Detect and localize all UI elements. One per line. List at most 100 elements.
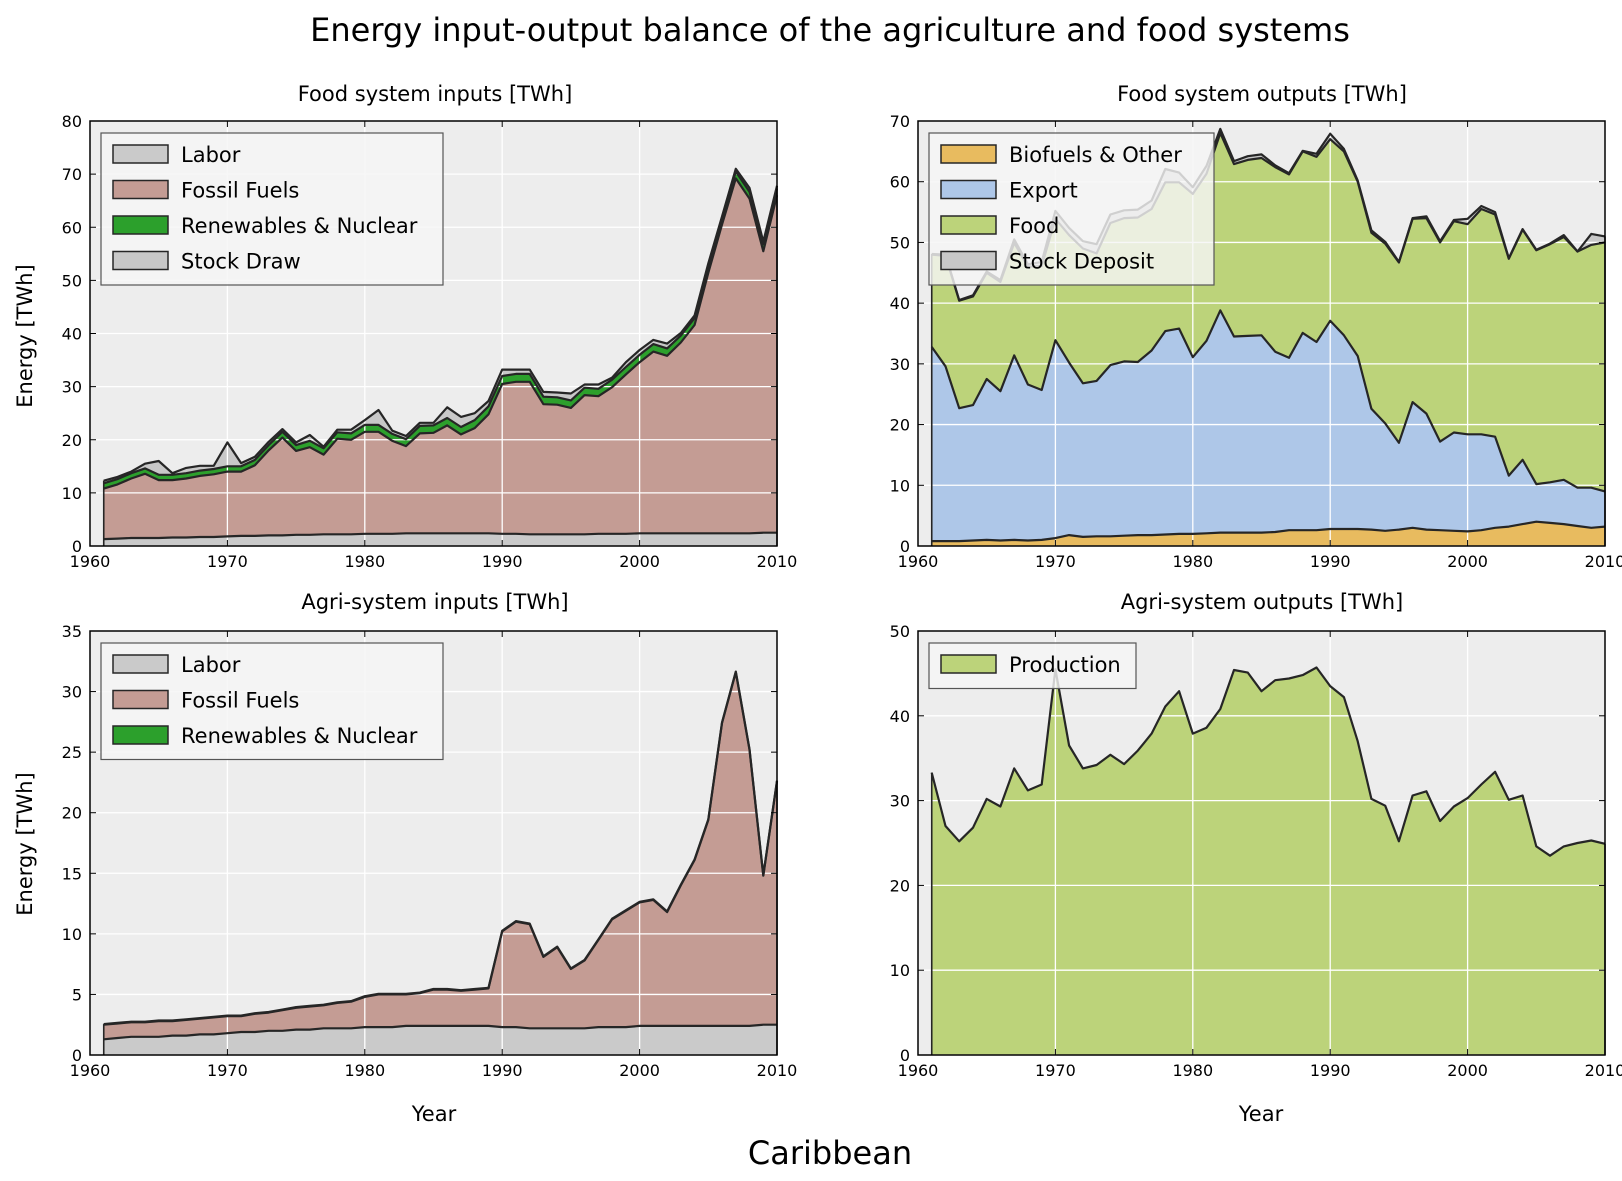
axes-frame	[917, 120, 1606, 547]
y-tick-label: 80	[62, 112, 82, 131]
y-tick-label: 40	[890, 294, 910, 313]
legend-swatch-stock-draw	[112, 250, 169, 271]
x-tick-label: 2010	[1585, 1061, 1622, 1080]
x-axis-label: Year	[1238, 1102, 1284, 1126]
area-fossil-fuels	[103, 672, 777, 1040]
y-tick-label: 50	[890, 622, 910, 641]
legend-swatch-labor	[112, 654, 169, 674]
panel-food-system-inputs: Food system inputs [TWh] Energy [TWh] 19…	[13, 82, 797, 571]
y-tick-label: 0	[900, 537, 910, 556]
y-tick-label: 60	[62, 218, 82, 237]
series-line-biofuels-and-other	[931, 520, 1606, 543]
legend-swatch-renewables-and-nuclear	[112, 215, 169, 235]
x-tick-label: 1980	[344, 1061, 385, 1080]
series-line-labor	[103, 1023, 777, 1041]
y-tick-label: 30	[890, 792, 910, 811]
y-tick-label: 35	[62, 622, 82, 641]
area-food	[931, 133, 1605, 492]
area-stock-draw	[103, 168, 777, 484]
x-tick-label: 1960	[898, 552, 939, 571]
legend-label-production: Production	[1009, 653, 1121, 677]
y-tick-label: 30	[62, 683, 82, 702]
series-line-labor	[103, 531, 777, 541]
panel-food-system-outputs: Food system outputs [TWh] 1960 1970 1980 19…	[890, 82, 1622, 571]
series-line-stock-draw	[103, 167, 779, 482]
panel-title: Agri-system outputs [TWh]	[1121, 590, 1404, 614]
panel-agri-system-inputs: Agri-system inputs [TWh] Energy [TWh] Ye…	[13, 590, 797, 1126]
x-tick-label: 1960	[70, 1061, 111, 1080]
x-tick-label: 1980	[1172, 1061, 1213, 1080]
series-line-export	[930, 309, 1606, 493]
y-tick-label: 10	[890, 961, 910, 980]
legend-swatch-export	[940, 179, 997, 200]
y-axis-label: Energy [TWh]	[13, 772, 37, 915]
area-renewables-and-nuclear	[103, 171, 777, 489]
x-tick-label: 2000	[619, 552, 660, 571]
legend-swatch-fossil-fuels	[112, 179, 169, 200]
legend-label-labor: Labor	[181, 653, 241, 677]
y-tick-label: 20	[890, 876, 910, 895]
panel-title: Food system inputs [TWh]	[298, 82, 573, 106]
x-tick-label: 1980	[344, 552, 385, 571]
y-tick-label: 30	[62, 378, 82, 397]
area-export	[931, 310, 1605, 542]
y-tick-label: 25	[62, 743, 82, 762]
legend-swatch-food	[940, 215, 997, 235]
axes-frame	[89, 630, 778, 1056]
y-tick-label: 10	[62, 925, 82, 944]
y-tick-label: 20	[890, 416, 910, 435]
legend-label-export: Export	[1009, 179, 1078, 203]
legend-swatch-stock-deposit	[940, 250, 997, 271]
area-biofuels-and-other	[931, 521, 1605, 546]
panel-agri-system-outputs: Agri-system outputs [TWh] Year 1960 1970 1…	[890, 590, 1622, 1126]
y-tick-label: 60	[890, 173, 910, 192]
y-tick-label: 50	[890, 233, 910, 252]
legend-label-biofuels-and-other: Biofuels & Other	[1009, 143, 1182, 167]
legend-label-renewables-and-nuclear: Renewables & Nuclear	[181, 214, 418, 238]
y-tick-label: 40	[62, 325, 82, 344]
y-tick-label: 0	[72, 1046, 82, 1065]
y-tick-label: 70	[62, 165, 82, 184]
x-tick-label: 1970	[1035, 552, 1076, 571]
x-tick-label: 1990	[482, 1061, 523, 1080]
y-tick-label: 5	[72, 985, 82, 1004]
y-tick-label: 10	[62, 484, 82, 503]
area-production	[931, 667, 1605, 1055]
legend-swatch-biofuels-and-other	[940, 144, 997, 164]
series-line-fossil-fuels	[103, 177, 779, 490]
panel-title: Agri-system inputs [TWh]	[301, 590, 568, 614]
y-tick-label: 70	[890, 112, 910, 131]
y-tick-label: 50	[62, 271, 82, 290]
area-labor	[103, 1024, 777, 1055]
x-tick-label: 2000	[619, 1061, 660, 1080]
y-tick-label: 0	[72, 537, 82, 556]
x-axis-label: Year	[411, 1102, 457, 1126]
legend-swatch-labor	[112, 144, 169, 164]
legend-label-fossil-fuels: Fossil Fuels	[181, 179, 299, 203]
x-tick-label: 1970	[1035, 1061, 1076, 1080]
y-tick-label: 20	[62, 804, 82, 823]
y-tick-label: 10	[890, 476, 910, 495]
x-tick-label: 1960	[898, 1061, 939, 1080]
x-tick-label: 1990	[482, 552, 523, 571]
figure-title: Energy input-output balance of the agric…	[310, 11, 1350, 49]
y-tick-label: 0	[900, 1046, 910, 1065]
x-tick-label: 1960	[70, 552, 111, 571]
legend-label-stock-deposit: Stock Deposit	[1009, 250, 1154, 274]
legend-swatch-renewables-and-nuclear	[112, 725, 169, 745]
series-line-production	[930, 666, 1606, 857]
panel-title: Food system outputs [TWh]	[1117, 82, 1407, 106]
legend-label-stock-draw: Stock Draw	[181, 250, 301, 274]
x-tick-label: 2010	[1585, 552, 1622, 571]
region-label: Caribbean	[748, 1134, 912, 1172]
y-axis-label: Energy [TWh]	[13, 264, 37, 407]
x-tick-label: 2010	[757, 1061, 798, 1080]
legend-label-food: Food	[1009, 214, 1059, 238]
x-tick-label: 2000	[1447, 1061, 1488, 1080]
legend-swatch-production	[940, 654, 997, 674]
legend-swatch-fossil-fuels	[112, 689, 169, 710]
x-tick-label: 2000	[1447, 552, 1488, 571]
x-tick-label: 1970	[207, 1061, 248, 1080]
y-tick-label: 15	[62, 864, 82, 883]
